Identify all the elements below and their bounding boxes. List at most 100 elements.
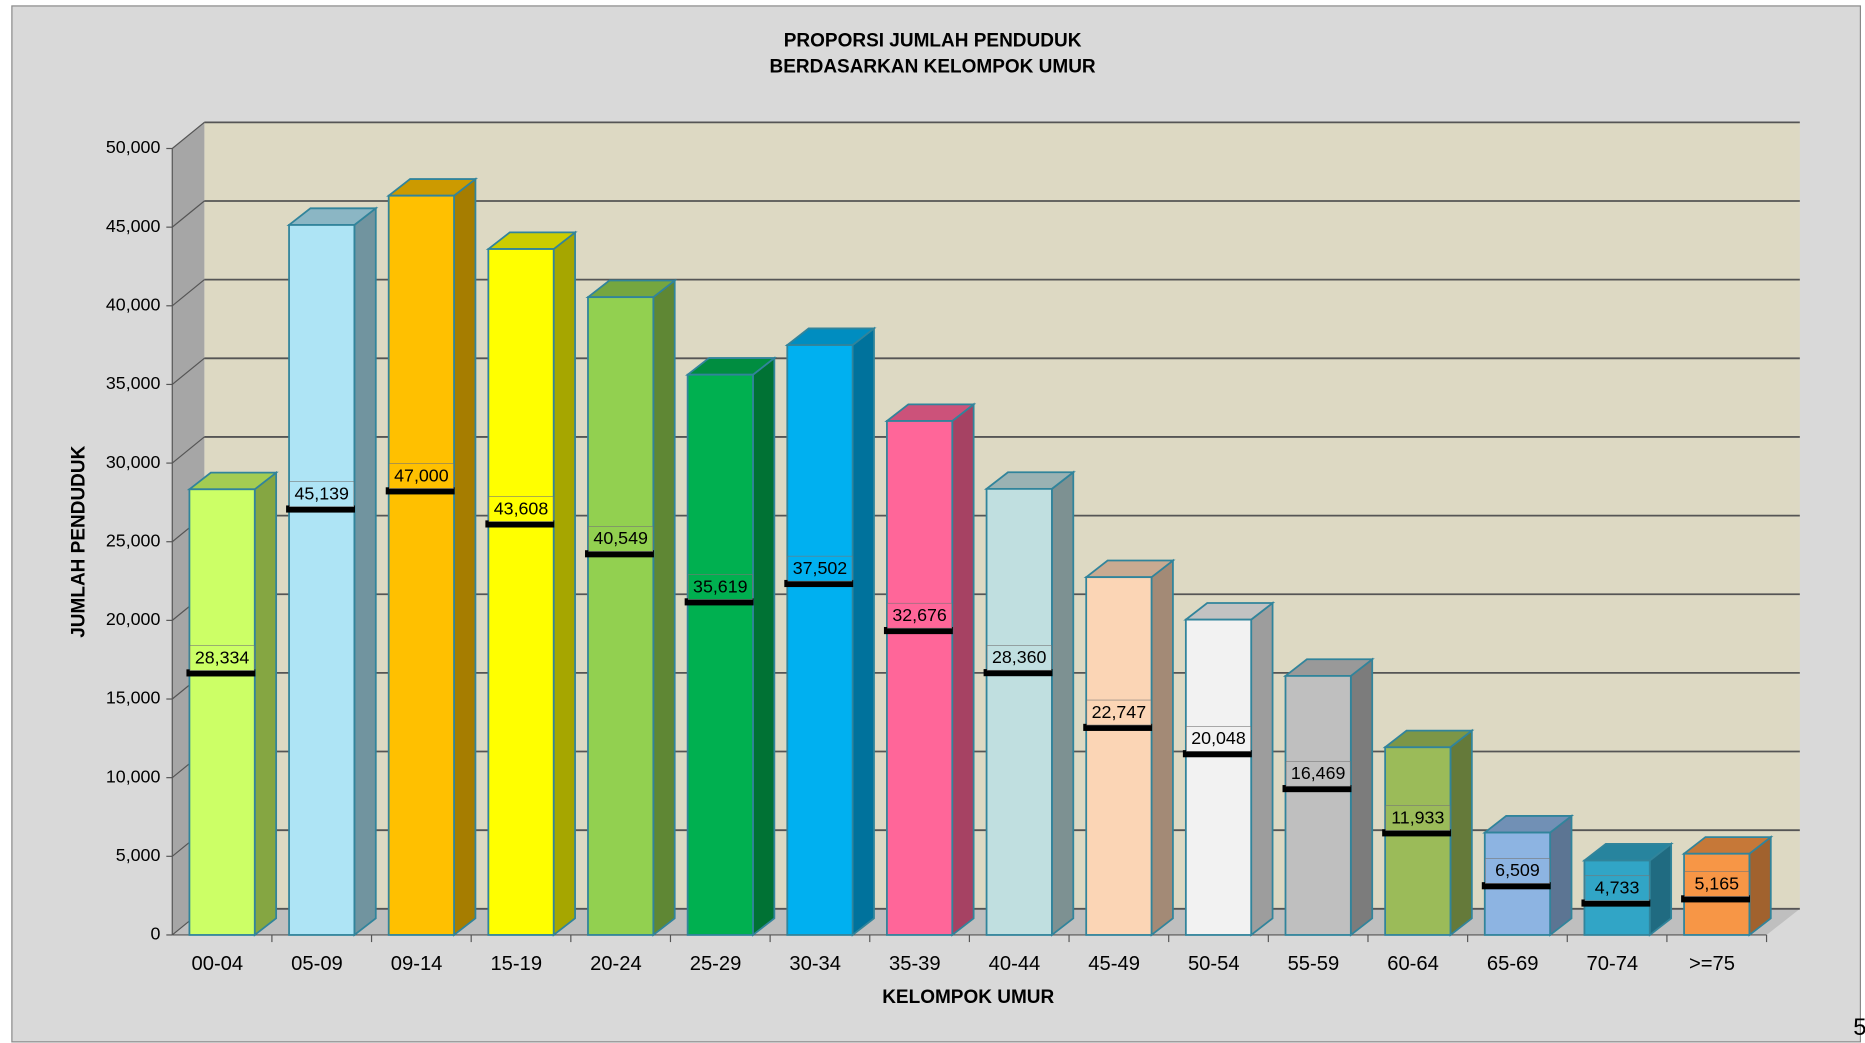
label-box: [1584, 875, 1650, 901]
bar: [587, 296, 655, 936]
value-label: 6,509: [1495, 860, 1540, 880]
y-tick-label: 10,000: [106, 766, 161, 786]
label-shadow: [883, 626, 953, 635]
x-tick-label: 50-54: [1188, 953, 1240, 975]
value-label: 22,747: [1092, 702, 1147, 722]
y-tick-label: 35,000: [106, 373, 161, 393]
label-shadow: [1282, 785, 1352, 793]
bar: [387, 194, 455, 936]
bar: [1184, 618, 1253, 936]
value-label: 35,619: [693, 576, 748, 596]
label-box: [1086, 699, 1152, 726]
label-box: [488, 496, 554, 522]
grid-line: [171, 200, 205, 228]
bar-side: [1051, 470, 1075, 937]
label-box: [687, 574, 753, 600]
x-tick-label: 00-04: [192, 953, 244, 975]
bar: [288, 224, 356, 936]
x-tick-label: 09-14: [391, 953, 443, 975]
grid-line: [171, 357, 205, 385]
bar: [188, 488, 256, 936]
x-tick-label: 55-59: [1288, 953, 1340, 975]
value-label: 11,933: [1391, 807, 1444, 827]
value-label: 4,733: [1595, 878, 1640, 898]
chart-title: BERDASARKAN KELOMPOK UMUR: [769, 57, 1095, 78]
y-tick-label: 5,000: [116, 845, 161, 865]
label-box: [289, 481, 355, 507]
x-tick-label: 60-64: [1387, 953, 1439, 975]
y-axis-title: JUMLAH PENDUDUK: [69, 445, 90, 637]
x-tick-label: 35-39: [889, 953, 941, 975]
grid-line: [171, 436, 205, 464]
grid-line: [171, 279, 205, 307]
bar-side: [1250, 601, 1274, 937]
x-tick-label: 65-69: [1487, 953, 1539, 975]
value-label: 16,469: [1291, 763, 1346, 783]
label-shadow: [784, 579, 854, 588]
bar: [1384, 746, 1452, 936]
y-tick-label: 45,000: [106, 216, 161, 236]
value-label: 40,549: [593, 528, 648, 548]
bar-side: [453, 177, 477, 937]
bar-side: [552, 230, 576, 937]
bar: [1085, 576, 1153, 936]
bar-side: [353, 206, 377, 937]
label-shadow: [1681, 895, 1750, 903]
x-tick-label: 40-44: [989, 953, 1041, 975]
label-shadow: [983, 669, 1053, 677]
y-tick-label: 30,000: [106, 452, 161, 472]
label-shadow: [186, 669, 256, 677]
x-tick-label: 45-49: [1088, 953, 1140, 975]
label-box: [887, 602, 952, 629]
label-shadow: [1481, 882, 1551, 890]
label-shadow: [1182, 750, 1252, 758]
value-label: 47,000: [394, 465, 449, 485]
y-tick-label: 40,000: [106, 294, 161, 314]
label-box: [588, 526, 654, 552]
grid-line: [171, 121, 205, 149]
label-box: [787, 555, 853, 582]
y-tick-label: 50,000: [106, 137, 161, 157]
x-tick-label: 70-74: [1587, 953, 1639, 975]
bar: [487, 248, 555, 936]
value-label: 37,502: [793, 558, 848, 578]
bar-side: [1449, 728, 1473, 937]
bar-side: [1549, 814, 1573, 937]
y-tick-label: 20,000: [106, 609, 161, 629]
bar: [985, 487, 1053, 936]
label-box: [388, 463, 454, 489]
label-shadow: [1382, 829, 1452, 837]
label-box: [986, 645, 1052, 671]
x-tick-label: 20-24: [590, 953, 642, 975]
label-shadow: [585, 550, 654, 558]
bar-side: [951, 402, 975, 937]
chart-title: PROPORSI JUMLAH PENDUDUK: [784, 31, 1082, 52]
bar-side: [752, 356, 776, 937]
x-tick-label: 15-19: [490, 953, 542, 975]
x-tick-label: 05-09: [291, 953, 343, 975]
value-label: 43,608: [494, 498, 549, 518]
value-label: 20,048: [1191, 728, 1246, 748]
value-label: 28,334: [195, 647, 250, 667]
page-number: 5: [1853, 1014, 1865, 1041]
label-box: [1684, 871, 1750, 897]
label-box: [1186, 726, 1251, 752]
bar: [786, 344, 854, 936]
label-box: [189, 645, 255, 671]
value-label: 32,676: [892, 605, 947, 625]
y-tick-label: 15,000: [106, 688, 161, 708]
bar: [886, 420, 954, 936]
label-box: [1385, 805, 1451, 831]
x-axis-title: KELOMPOK UMUR: [882, 987, 1054, 1008]
label-shadow: [385, 487, 455, 495]
value-label: 5,165: [1694, 873, 1739, 893]
bar-side: [851, 326, 875, 937]
value-label: 45,139: [294, 483, 349, 503]
bar-side: [1349, 657, 1374, 937]
y-tick-label: 25,000: [106, 530, 161, 550]
label-shadow: [684, 598, 754, 606]
chart-root: PROPORSI JUMLAH PENDUDUK BERDASARKAN KEL…: [11, 5, 1865, 1043]
label-box: [1485, 858, 1550, 884]
label-shadow: [1083, 723, 1153, 731]
